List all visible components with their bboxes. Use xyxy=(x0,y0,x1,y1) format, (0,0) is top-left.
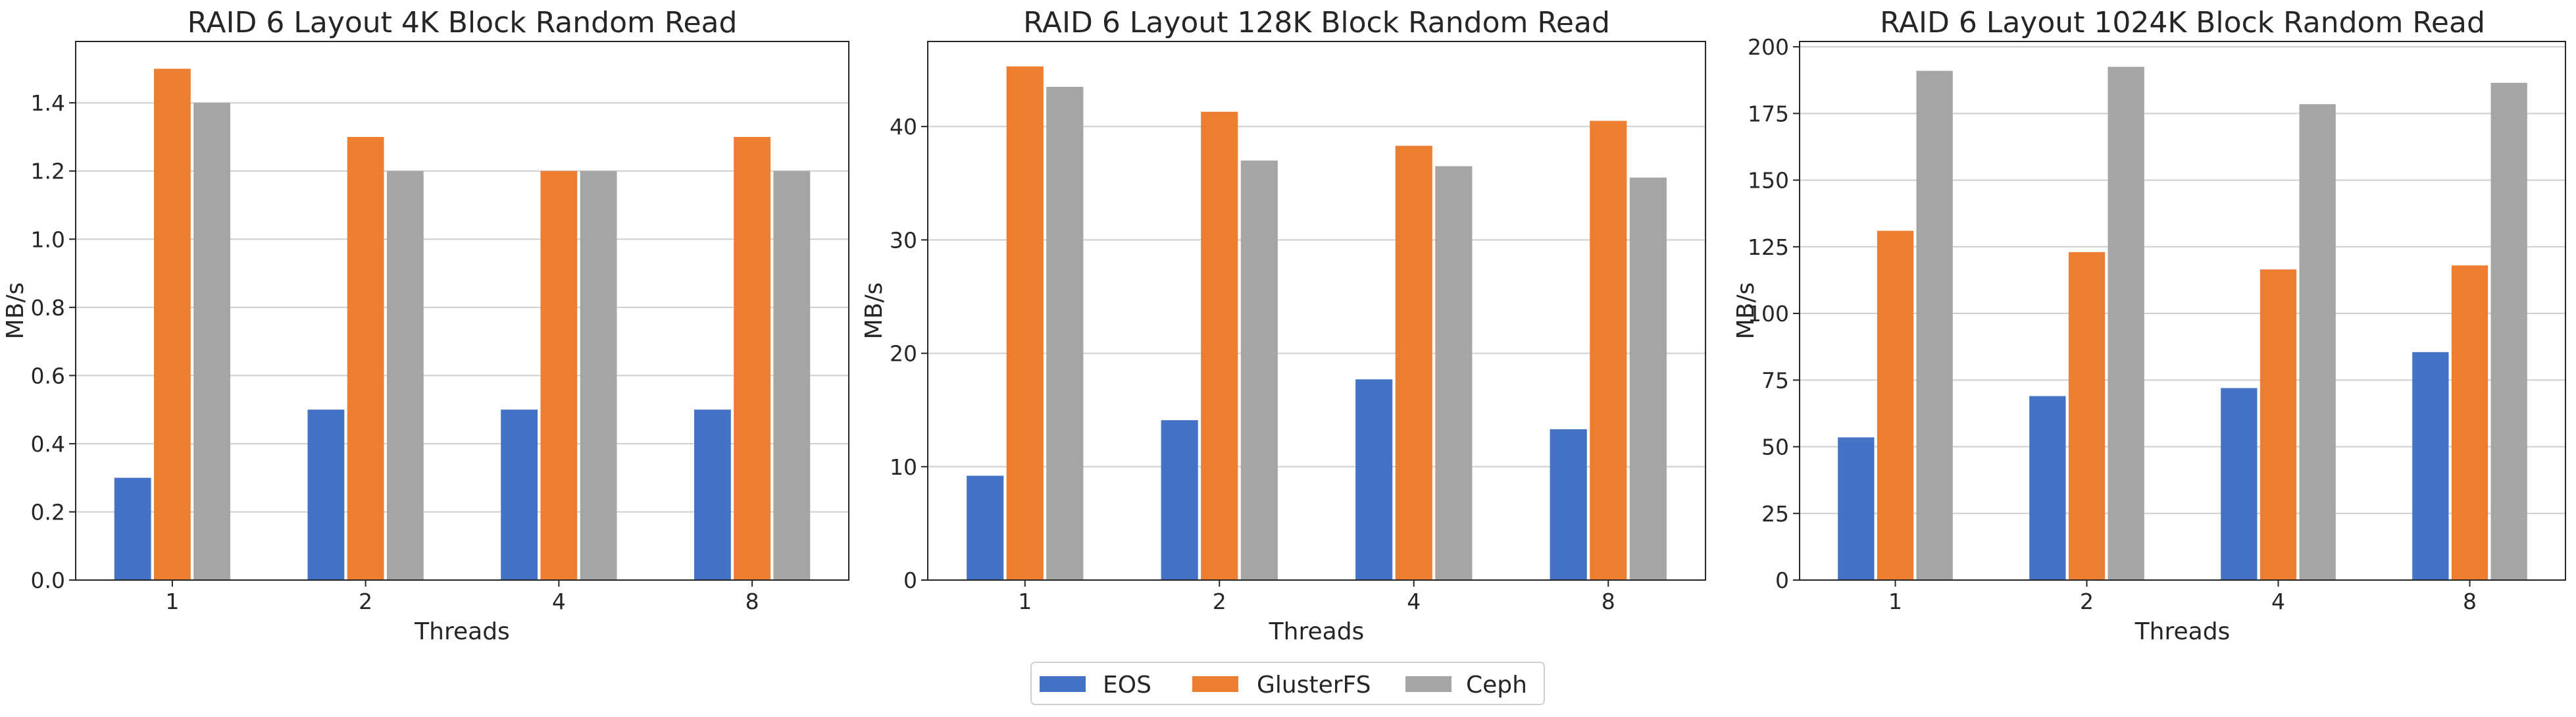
legend: EOS GlusterFS Ceph xyxy=(1030,662,1545,705)
y-tick-label: 0 xyxy=(1775,568,1789,593)
legend-label-eos: EOS xyxy=(1103,672,1151,699)
legend-swatch-eos xyxy=(1040,676,1086,692)
chart-panels: 0.0 0.2 0.4 0.6 0.8 1.0 1.2 1.4 1 2 4 8 RAID 6 Layou… xyxy=(2,6,2566,645)
bar-glusterfs-4 xyxy=(540,171,578,580)
bar-glusterfs-4 xyxy=(1395,146,1432,580)
bar-ceph-8 xyxy=(2490,82,2527,580)
x-axis-label: Threads xyxy=(414,618,510,645)
bar-ceph-8 xyxy=(773,171,811,580)
x-tick-label: 4 xyxy=(1407,589,1421,614)
y-axis-label: MB/s xyxy=(2,282,29,340)
x-tick-label: 4 xyxy=(552,589,566,614)
bar-eos-1 xyxy=(114,477,151,580)
y-tick-label: 10 xyxy=(890,454,917,480)
x-tick-label: 8 xyxy=(1602,589,1615,614)
chart-panel-3: 0 25 50 75 100 125 150 175 200 1 2 4 8 RAID 6 Layout … xyxy=(1732,6,2566,645)
bar-eos-2 xyxy=(1161,420,1198,580)
y-tick-label: 0 xyxy=(903,568,917,593)
bar-eos-8 xyxy=(2412,352,2449,580)
legend-swatch-ceph xyxy=(1405,676,1452,692)
bar-glusterfs-4 xyxy=(2260,269,2297,580)
x-tick-label: 1 xyxy=(1888,589,1902,614)
x-tick-label: 8 xyxy=(745,589,759,614)
bar-ceph-2 xyxy=(1240,160,1278,581)
bar-ceph-1 xyxy=(1916,70,1953,580)
x-tick-label: 2 xyxy=(2080,589,2094,614)
bar-glusterfs-8 xyxy=(2451,265,2488,580)
legend-label-ceph: Ceph xyxy=(1466,672,1527,699)
y-tick-label: 50 xyxy=(1761,435,1789,460)
y-tick-label: 20 xyxy=(890,341,917,367)
bar-eos-4 xyxy=(1355,379,1393,580)
bar-glusterfs-2 xyxy=(2068,252,2106,580)
legend-label-glusterfs: GlusterFS xyxy=(1257,672,1371,699)
bar-ceph-4 xyxy=(1435,166,1473,580)
bar-eos-4 xyxy=(501,410,538,580)
bar-glusterfs-1 xyxy=(153,68,191,580)
y-tick-label: 1.2 xyxy=(31,159,65,184)
y-tick-label: 0.4 xyxy=(31,431,65,457)
bar-eos-2 xyxy=(307,410,345,580)
x-tick-label: 2 xyxy=(1213,589,1226,614)
x-tick-label: 1 xyxy=(1018,589,1032,614)
bar-ceph-4 xyxy=(2299,104,2336,581)
y-tick-label: 40 xyxy=(890,114,917,140)
chart-title: RAID 6 Layout 1024K Block Random Read xyxy=(1880,6,2485,40)
x-axis-label: Threads xyxy=(1269,618,1365,645)
y-tick-label: 30 xyxy=(890,227,917,253)
bar-eos-1 xyxy=(967,475,1004,580)
bar-ceph-2 xyxy=(2108,66,2144,581)
y-tick-label: 1.4 xyxy=(31,90,65,116)
bar-eos-4 xyxy=(2221,388,2258,580)
y-tick-label: 150 xyxy=(1748,168,1789,194)
y-tick-label: 100 xyxy=(1748,301,1789,327)
y-tick-label: 0.6 xyxy=(31,363,65,388)
bar-glusterfs-2 xyxy=(1201,111,1238,581)
axes-frame xyxy=(1799,41,2566,581)
x-tick-label: 1 xyxy=(165,589,179,614)
y-axis-label: MB/s xyxy=(861,282,888,340)
bar-ceph-2 xyxy=(386,171,424,580)
y-tick-label: 75 xyxy=(1761,367,1789,393)
bar-ceph-1 xyxy=(1046,86,1084,580)
x-tick-label: 2 xyxy=(359,589,372,614)
chart-panel-2: 0 10 20 30 40 1 2 4 8 RAID 6 Layout 128K Block Ra… xyxy=(861,6,1706,645)
bar-ceph-4 xyxy=(580,171,617,580)
bar-eos-1 xyxy=(1838,437,1875,580)
legend-frame xyxy=(1030,662,1545,705)
y-tick-label: 175 xyxy=(1748,101,1789,126)
legend-swatch-glusterfs xyxy=(1192,676,1238,692)
chart-title: RAID 6 Layout 128K Block Random Read xyxy=(1023,6,1610,40)
chart-panel-1: 0.0 0.2 0.4 0.6 0.8 1.0 1.2 1.4 1 2 4 8 RAID 6 Layou… xyxy=(2,6,849,645)
bar-eos-2 xyxy=(2029,396,2066,580)
x-axis-label: Threads xyxy=(2134,618,2231,645)
x-tick-label: 8 xyxy=(2463,589,2477,614)
x-tick-label: 4 xyxy=(2271,589,2285,614)
y-tick-label: 0.2 xyxy=(31,499,65,525)
bar-eos-8 xyxy=(694,410,731,580)
y-tick-label: 0.0 xyxy=(31,568,65,593)
axes-frame xyxy=(75,41,849,581)
y-tick-label: 0.8 xyxy=(31,295,65,321)
bar-eos-8 xyxy=(1550,429,1587,580)
y-axis-label: MB/s xyxy=(1732,282,1759,340)
bar-glusterfs-8 xyxy=(734,136,771,580)
chart-title: RAID 6 Layout 4K Block Random Read xyxy=(188,6,738,40)
bar-glusterfs-1 xyxy=(1877,230,1914,580)
y-tick-label: 1.0 xyxy=(31,226,65,252)
bar-ceph-8 xyxy=(1629,177,1667,581)
axes-frame xyxy=(927,41,1706,581)
bar-ceph-1 xyxy=(193,103,230,580)
y-tick-label: 200 xyxy=(1748,34,1789,60)
bar-glusterfs-8 xyxy=(1590,120,1627,580)
y-tick-label: 25 xyxy=(1761,501,1789,527)
bar-glusterfs-1 xyxy=(1006,66,1044,581)
bar-glusterfs-2 xyxy=(347,136,384,580)
y-tick-label: 125 xyxy=(1748,234,1789,260)
